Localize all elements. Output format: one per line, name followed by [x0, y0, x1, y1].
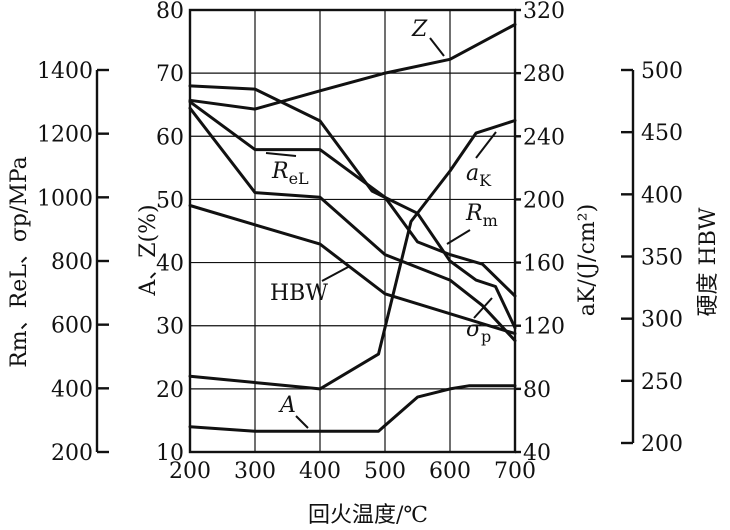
stress-tick-label: 200 — [51, 441, 93, 466]
series-line-A — [188, 384, 517, 433]
tick-labels: 200 300 400 500 600 700 10 20 30 40 50 60 70 80 40 80 12… — [37, 0, 683, 484]
stress-tick-label: 1400 — [37, 59, 93, 84]
percent-tick-label: 80 — [156, 0, 184, 24]
impact-tick-label: 160 — [523, 252, 565, 277]
series-lines — [188, 23, 517, 433]
leader-line-Z — [429, 37, 445, 57]
hardness-tick-label: 200 — [641, 432, 683, 457]
stress-tick-label: 600 — [51, 314, 93, 339]
series-line-HBW — [188, 204, 517, 336]
impact-tick-label: 240 — [523, 125, 565, 150]
impact-tick-label: 40 — [523, 441, 551, 466]
leader-line-HBW — [321, 265, 351, 282]
curve-label-Z: Z — [411, 17, 428, 42]
stress-tick-label: 400 — [51, 377, 93, 402]
percent-tick-label: 40 — [156, 252, 184, 277]
hardness-tick-label: 500 — [641, 59, 683, 84]
series-line-ReL — [188, 106, 517, 343]
x-tick-label: 600 — [429, 459, 471, 484]
hardness-tick-label: 250 — [641, 370, 683, 395]
percent-tick-label: 50 — [156, 188, 184, 213]
impact-tick-label: 120 — [523, 315, 565, 340]
impact-axis-title: aK/(J/cm²) — [575, 204, 600, 316]
stress-tick-label: 1000 — [37, 186, 93, 211]
impact-tick-label: 280 — [523, 62, 565, 87]
series-line-aK — [188, 119, 517, 391]
percent-tick-label: 60 — [156, 125, 184, 150]
leader-line-ReL — [265, 152, 297, 157]
curve-labels: Z ReL aK Rm HBW σp A — [265, 17, 498, 429]
curve-label-HBW: HBW — [270, 281, 328, 306]
x-tick-label: 400 — [299, 459, 341, 484]
hardness-tick-label: 300 — [641, 308, 683, 333]
series-line-Z — [188, 23, 517, 111]
percent-tick-label: 20 — [156, 378, 184, 403]
series-line-Rm — [188, 100, 517, 298]
x-tick-label: 700 — [494, 459, 536, 484]
stress-axis-title: Rm、ReL、σp/MPa — [7, 156, 32, 368]
x-tick-label: 200 — [169, 459, 211, 484]
curve-label-σp: σp — [466, 317, 491, 346]
grid — [190, 10, 515, 452]
hardness-tick-label: 350 — [641, 246, 683, 271]
leader-line-A — [295, 415, 309, 429]
plot-frame — [188, 8, 517, 454]
percent-tick-label: 70 — [156, 62, 184, 87]
leader-line-σp — [473, 297, 493, 319]
leader-line-Rm — [446, 229, 471, 245]
x-axis-title: 回火温度/℃ — [308, 503, 428, 528]
curve-label-A: A — [278, 393, 296, 418]
impact-tick-label: 80 — [523, 378, 551, 403]
leader-line-aK — [475, 131, 497, 159]
percent-axis-title: A、Z(%) — [136, 204, 161, 296]
impact-tick-label: 200 — [523, 188, 565, 213]
axes — [95, 8, 635, 454]
hardness-tick-label: 450 — [641, 121, 683, 146]
curve-label-ReL: ReL — [271, 159, 309, 188]
stress-tick-label: 800 — [51, 250, 93, 275]
x-tick-label: 300 — [234, 459, 276, 484]
stress-tick-label: 1200 — [37, 123, 93, 148]
hardness-axis-title: 硬度 HBW — [696, 207, 721, 316]
curve-label-aK: aK — [466, 161, 492, 190]
impact-tick-label: 320 — [523, 0, 565, 24]
curve-label-Rm: Rm — [465, 201, 498, 230]
x-tick-label: 500 — [364, 459, 406, 484]
percent-tick-label: 10 — [156, 441, 184, 466]
percent-tick-label: 30 — [156, 315, 184, 340]
hardness-tick-label: 400 — [641, 183, 683, 208]
